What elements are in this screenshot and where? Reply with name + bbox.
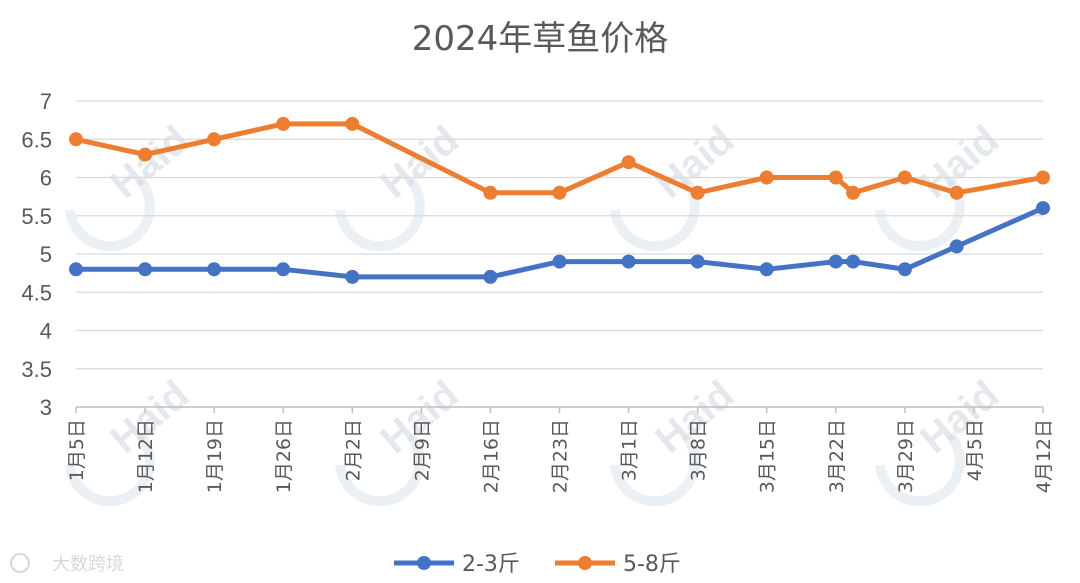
data-point[interactable] — [828, 170, 843, 185]
watermark-tile: Haid — [335, 117, 467, 252]
data-point[interactable] — [69, 262, 83, 277]
y-tick-label: 5 — [40, 242, 52, 267]
data-point[interactable] — [759, 170, 774, 185]
data-point[interactable] — [897, 262, 912, 277]
data-point[interactable] — [345, 269, 360, 284]
data-point[interactable] — [621, 155, 636, 170]
series-line — [73, 121, 1046, 196]
y-tick-label: 6 — [40, 166, 52, 191]
x-tick-label: 1月12日 — [135, 419, 157, 493]
source-mark: 大数跨境 — [10, 553, 124, 575]
watermark-tile: Haid — [65, 372, 197, 507]
data-point[interactable] — [690, 185, 705, 200]
x-tick-label: 2月9日 — [411, 419, 433, 481]
x-tick-label: 2月16日 — [480, 419, 502, 493]
y-tick-label: 4 — [40, 319, 52, 344]
source-label: 大数跨境 — [52, 554, 124, 575]
y-tick-label: 3.5 — [21, 357, 52, 382]
legend-item-2-3[interactable]: 2-3斤 — [394, 552, 520, 577]
watermark-logo-icon — [335, 431, 425, 507]
data-point[interactable] — [828, 254, 843, 269]
data-point[interactable] — [621, 254, 636, 269]
y-tick-label: 4.5 — [21, 280, 52, 305]
data-point[interactable] — [345, 116, 360, 131]
watermark-logo-icon — [875, 431, 965, 507]
series-layer — [69, 116, 1050, 284]
data-point[interactable] — [1036, 201, 1050, 216]
data-point[interactable] — [949, 239, 964, 254]
watermark-logo-icon — [610, 431, 700, 507]
x-tick-label: 3月1日 — [619, 419, 641, 481]
x-tick-label: 2月2日 — [342, 419, 364, 481]
x-tick-label: 3月29日 — [895, 419, 917, 493]
data-point[interactable] — [1036, 170, 1050, 185]
x-tick-label: 1月26日 — [273, 419, 295, 493]
data-point[interactable] — [483, 269, 498, 284]
y-tick-label: 6.5 — [21, 127, 52, 152]
data-point[interactable] — [483, 185, 498, 200]
data-point[interactable] — [552, 254, 567, 269]
x-tick-label: 2月23日 — [550, 419, 572, 493]
data-point[interactable] — [897, 170, 912, 185]
y-axis-ticks: 3 3.5 4 4.5 5 5.5 6 6.5 7 — [21, 89, 52, 420]
x-axis-ticks: 1月5日 1月12日 1月19日 1月26日 2月2日 2月9日 2月16日 2月23日 3月1… — [66, 407, 1055, 493]
watermark-logo-icon — [610, 176, 700, 252]
legend-item-5-8[interactable]: 5-8斤 — [555, 552, 681, 577]
data-point[interactable] — [552, 185, 567, 200]
data-point[interactable] — [846, 185, 861, 200]
x-tick-label: 3月8日 — [688, 419, 710, 481]
data-point[interactable] — [138, 147, 153, 162]
series-5-8 — [69, 116, 1050, 200]
data-point[interactable] — [690, 254, 705, 269]
data-point[interactable] — [69, 132, 83, 147]
series-2-3 — [69, 201, 1050, 284]
watermark-logo-icon — [65, 431, 155, 507]
legend-label-5-8: 5-8斤 — [623, 552, 681, 577]
data-point[interactable] — [846, 254, 861, 269]
data-point[interactable] — [949, 185, 964, 200]
legend-marker-5-8 — [578, 556, 592, 570]
x-tick-label: 4月5日 — [964, 419, 986, 481]
x-tick-label: 4月12日 — [1033, 419, 1055, 493]
y-tick-label: 5.5 — [21, 204, 52, 229]
chart-title: 2024年草鱼价格 — [412, 19, 669, 59]
data-point[interactable] — [207, 132, 222, 147]
watermark-logo-icon — [65, 176, 155, 252]
y-tick-label: 3 — [40, 395, 52, 420]
watermark-tile: Haid — [65, 117, 197, 252]
data-point[interactable] — [276, 116, 291, 131]
grid-lines — [76, 100, 1043, 370]
data-point[interactable] — [207, 262, 222, 277]
watermark-tile: Haid — [875, 117, 1007, 252]
data-point[interactable] — [276, 262, 291, 277]
legend-marker-2-3 — [417, 556, 431, 570]
x-tick-label: 1月5日 — [66, 419, 88, 481]
y-tick-label: 7 — [40, 89, 52, 114]
x-tick-label: 1月19日 — [204, 419, 226, 493]
data-point[interactable] — [759, 262, 774, 277]
legend[interactable]: 2-3斤 5-8斤 — [394, 552, 681, 577]
x-tick-label: 3月15日 — [757, 419, 779, 493]
source-logo-icon — [10, 553, 30, 573]
x-tick-label: 3月22日 — [826, 419, 848, 493]
legend-label-2-3: 2-3斤 — [462, 552, 520, 577]
data-point[interactable] — [138, 262, 153, 277]
watermark-logo-icon — [335, 176, 425, 252]
